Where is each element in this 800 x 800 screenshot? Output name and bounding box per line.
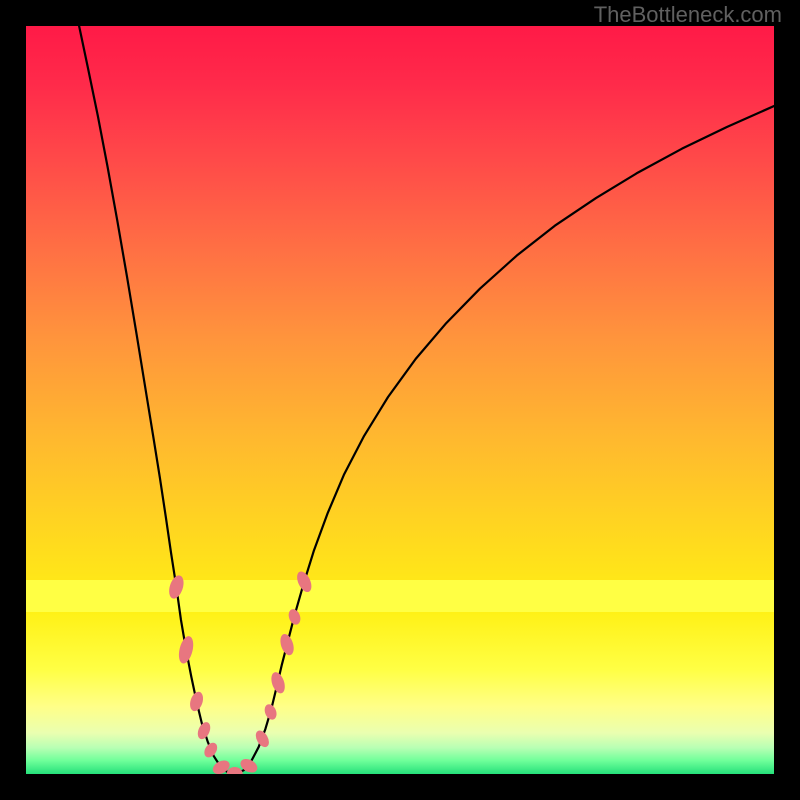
data-marker xyxy=(176,635,195,665)
data-marker xyxy=(202,740,220,759)
data-marker xyxy=(188,690,206,713)
data-marker xyxy=(263,702,279,721)
plot-area xyxy=(26,26,774,774)
data-marker xyxy=(278,632,296,657)
data-marker xyxy=(294,569,314,594)
curve-overlay xyxy=(26,26,774,774)
data-marker xyxy=(253,728,272,749)
data-marker xyxy=(269,670,288,695)
watermark-text: TheBottleneck.com xyxy=(594,2,782,28)
data-markers-group xyxy=(166,569,314,774)
data-marker xyxy=(166,574,186,601)
data-marker xyxy=(287,608,303,627)
chart-frame: TheBottleneck.com xyxy=(0,0,800,800)
data-marker xyxy=(195,720,212,741)
data-marker xyxy=(227,767,243,774)
